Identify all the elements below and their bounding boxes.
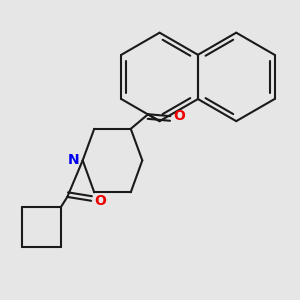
- Text: N: N: [68, 153, 80, 167]
- Text: O: O: [173, 109, 185, 123]
- Text: O: O: [94, 194, 106, 208]
